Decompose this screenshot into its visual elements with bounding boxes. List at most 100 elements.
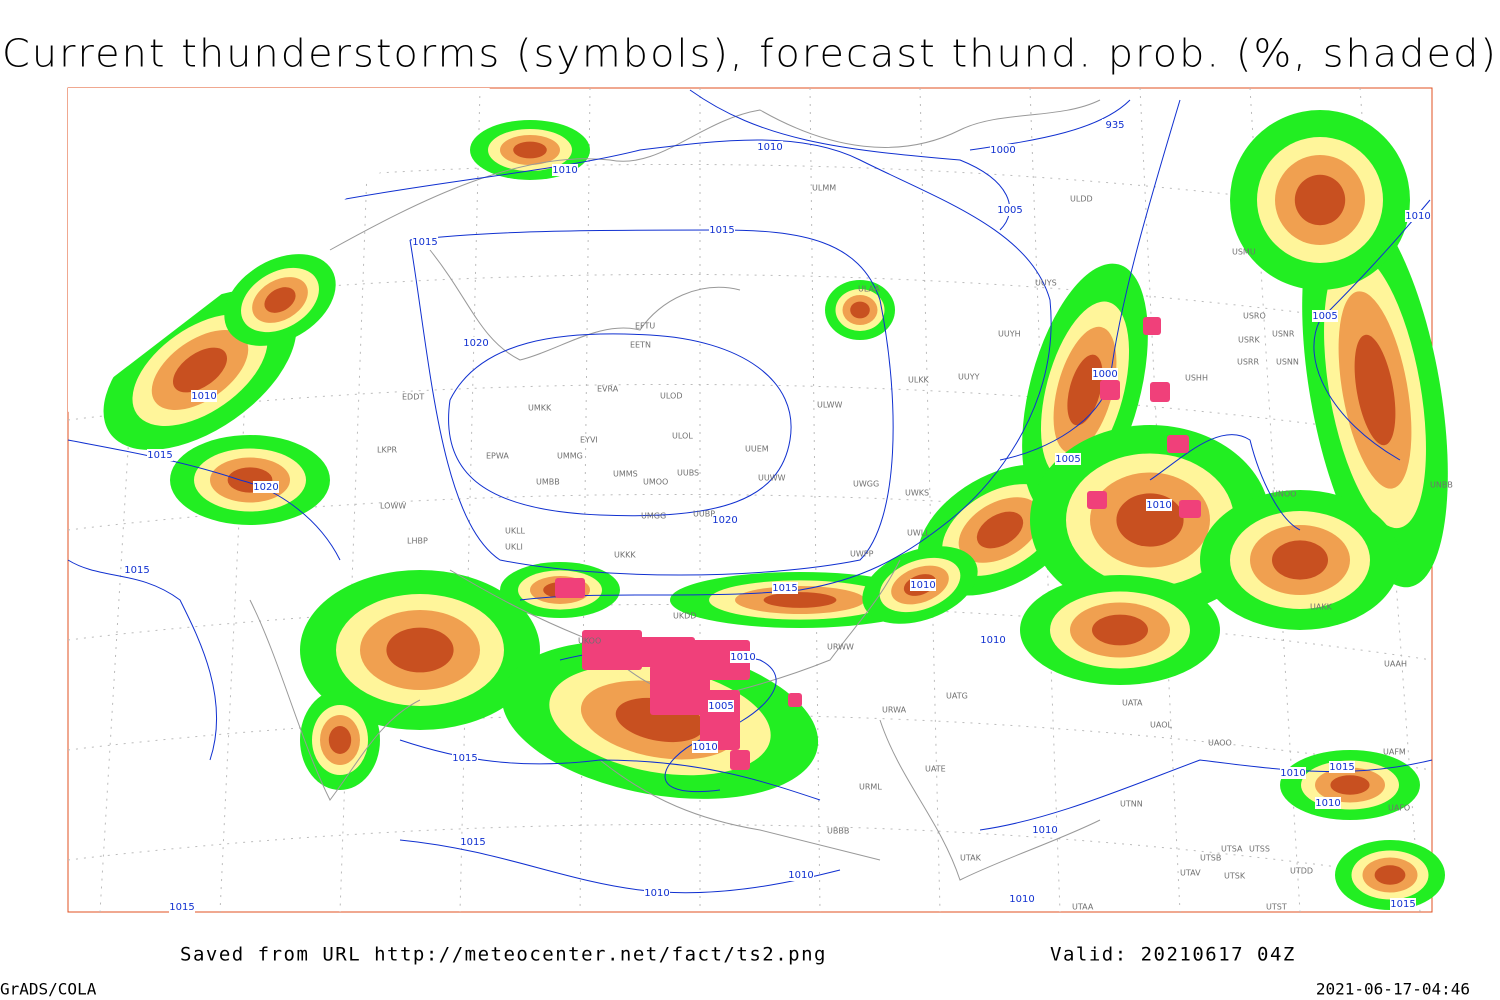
- probability-area: [1354, 334, 1396, 446]
- isobar-label-bg: [191, 390, 217, 402]
- isobar-label-bg: [1280, 767, 1306, 779]
- station-label: UKLL: [505, 527, 526, 536]
- probability-area: [1294, 174, 1346, 226]
- isobar-label-bg: [1102, 119, 1128, 131]
- station-label: LHBP: [407, 537, 428, 546]
- station-label: ULMM: [812, 184, 836, 193]
- station-label: LKPR: [377, 446, 398, 455]
- station-label: UNBB: [1430, 481, 1453, 490]
- graticule-line: [919, 87, 941, 913]
- isobar-label: 1015: [124, 565, 149, 576]
- isobar-label: 1015: [147, 450, 172, 461]
- thunderstorm-symbol: [1150, 382, 1170, 402]
- coastline: [599, 759, 881, 861]
- isobar-label: 1015: [412, 237, 437, 248]
- probability-area: [1272, 540, 1328, 580]
- thunderstorm-symbol: [1143, 317, 1161, 335]
- isobar-label: 1020: [253, 482, 278, 493]
- isobar-label-bg: [1312, 310, 1338, 322]
- isobar-label: 1020: [712, 515, 737, 526]
- isobar-label: 1015: [452, 753, 477, 764]
- station-label: UWPP: [850, 550, 874, 559]
- station-label: UAOL: [1150, 721, 1172, 730]
- title: Current thunderstorms (symbols), forecas…: [2, 32, 1498, 76]
- isobar-label: 1005: [997, 205, 1022, 216]
- station-label: UAFO: [1388, 804, 1410, 813]
- isobar-label-bg: [1315, 797, 1341, 809]
- thunderstorm-symbol: [650, 665, 710, 715]
- isobar: [399, 839, 841, 894]
- station-label: UTNN: [1120, 800, 1143, 809]
- isobar: [67, 559, 218, 761]
- thunderstorm-symbol: [1167, 435, 1189, 453]
- outside-projection: [68, 88, 490, 412]
- isobar-label: 1020: [463, 338, 488, 349]
- isobar-label-bg: [1055, 453, 1081, 465]
- station-label: URWW: [827, 643, 854, 652]
- isobar-label-bg: [990, 144, 1016, 156]
- software: GrADS/COLA: [0, 980, 97, 999]
- isobar: [1149, 434, 1301, 531]
- station-label: UKLI: [505, 543, 523, 552]
- isobar-labels: 935 1000 1010 1010 1005 1015 1015 1020 1010 1015 1…: [124, 119, 1431, 913]
- isobar-label: 1005: [1312, 311, 1337, 322]
- graticule-line: [339, 87, 371, 913]
- station-label: UMGG: [641, 512, 666, 521]
- probability-area: [264, 287, 296, 313]
- station-label: UWLL: [907, 529, 930, 538]
- probability-area: [1330, 775, 1370, 795]
- isobar-label-bg: [147, 449, 173, 461]
- thunderstorm-symbol: [555, 578, 585, 598]
- station-label: EPWA: [486, 452, 509, 461]
- isobar-label-bg: [997, 204, 1023, 216]
- isobar-label: 1010: [1146, 500, 1171, 511]
- station-label: UUYH: [998, 330, 1021, 339]
- station-label: UKOO: [578, 637, 601, 646]
- isobar: [409, 229, 894, 576]
- station-label: UKDD: [673, 612, 696, 621]
- isobar-label: 1010: [191, 391, 216, 402]
- isobar-label-bg: [253, 481, 279, 493]
- station-label: USRR: [1237, 358, 1259, 367]
- probability-area: [328, 726, 352, 754]
- station-label: UTSK: [1224, 872, 1246, 881]
- isobar-label-bg: [1390, 898, 1416, 910]
- isobar-label: 1010: [1405, 211, 1430, 222]
- probability-area: [513, 141, 547, 159]
- station-label: UTSB: [1200, 854, 1221, 863]
- isobar-label-bg: [692, 741, 718, 753]
- isobar-label-bg: [1032, 824, 1058, 836]
- station-label: UBBB: [827, 827, 849, 836]
- isobar-label: 1015: [1329, 762, 1354, 773]
- isobar: [689, 89, 1010, 231]
- isobar-label-bg: [980, 634, 1006, 646]
- isobar-label: 1010: [980, 635, 1005, 646]
- station-labels: ULDD ULMM USMU UUYS ULAA EFTU EETN USRO USRK USNR…: [377, 184, 1453, 912]
- station-label: UMBB: [536, 478, 560, 487]
- map-area: 935 1000 1010 1010 1005 1015 1015 1020 1010 1015 1…: [67, 87, 1453, 913]
- isobar-label: 935: [1105, 120, 1124, 131]
- isobar-label: 1010: [910, 580, 935, 591]
- isobar-label: 1010: [730, 652, 755, 663]
- isobar-label-bg: [1329, 761, 1355, 773]
- station-label: UWKS: [905, 489, 929, 498]
- station-label: UMKK: [528, 404, 552, 413]
- station-label: ULWW: [817, 401, 842, 410]
- station-label: UUWW: [758, 474, 786, 483]
- isobar-label: 1015: [1390, 899, 1415, 910]
- isobar-label-bg: [552, 164, 578, 176]
- station-label: LOWW: [380, 502, 406, 511]
- isobar-label-bg: [708, 700, 734, 712]
- station-label: ULAA: [858, 285, 880, 294]
- station-label: UMMG: [557, 452, 583, 461]
- station-label: EYVI: [580, 436, 598, 445]
- station-label: EDDT: [402, 393, 424, 402]
- isobar-label: 1010: [1032, 825, 1057, 836]
- station-label: EETN: [630, 341, 651, 350]
- isobar-label-bg: [1405, 210, 1431, 222]
- station-label: URWA: [882, 706, 907, 715]
- isobar-label-bg: [1009, 893, 1035, 905]
- station-label: UTSA: [1221, 845, 1243, 854]
